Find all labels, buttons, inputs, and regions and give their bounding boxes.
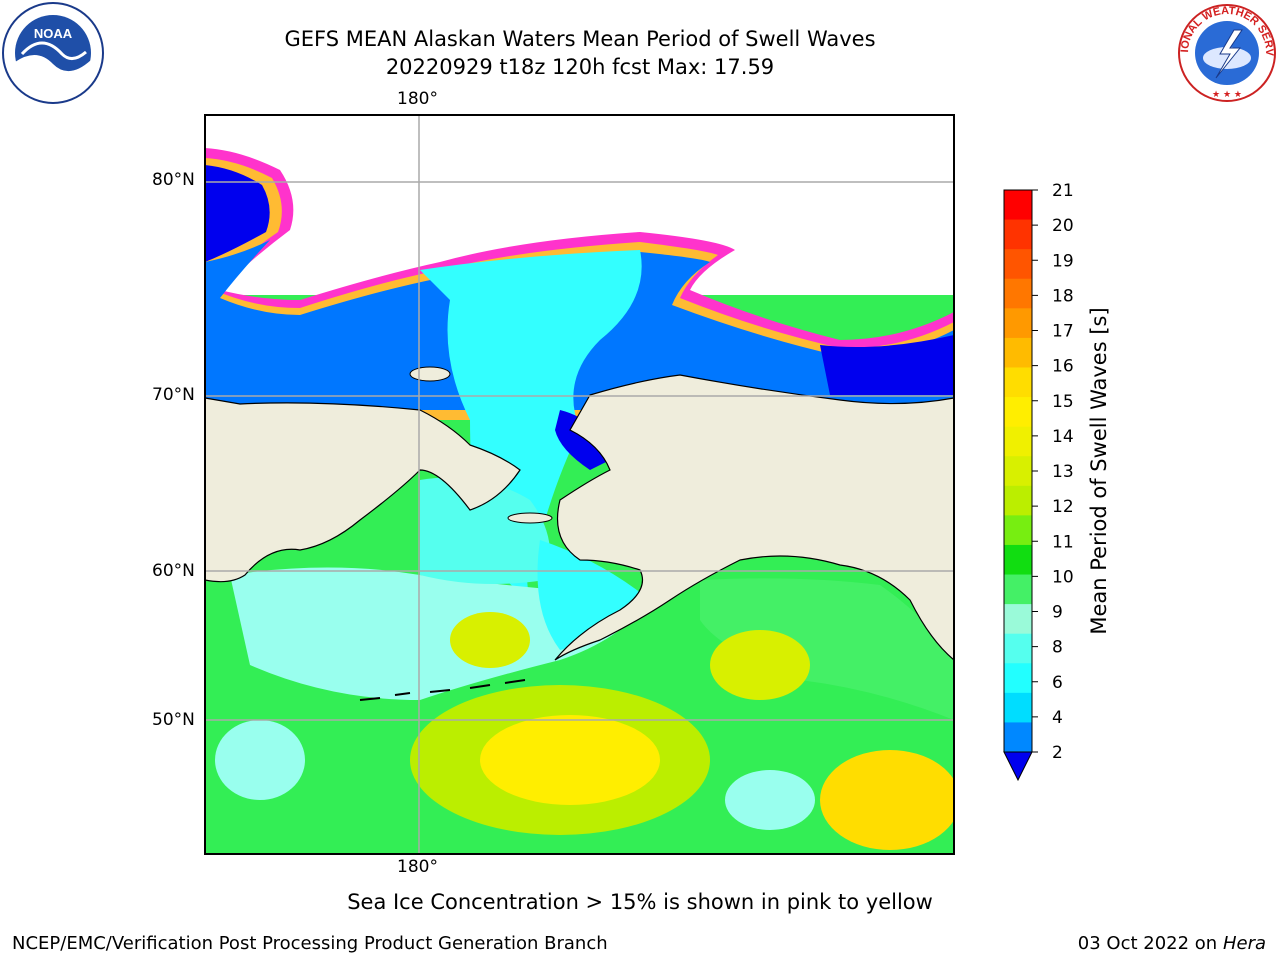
colorbar-segment [1004,367,1032,398]
noaa-logo-icon: NOAA [2,2,104,104]
colorbar-segment [1004,663,1032,694]
lat-label-50: 50°N [152,710,195,730]
graticule [205,115,954,854]
colorbar-tick-label: 2 [1052,743,1063,763]
nws-logo-icon: NATIONAL WEATHER SERVICE ★ ★ ★ [1176,2,1276,102]
chart-title: GEFS MEAN Alaskan Waters Mean Period of … [284,27,876,51]
sea-ice-note: Sea Ice Concentration > 15% is shown in … [347,890,933,914]
lat-label-70: 70°N [152,385,195,405]
colorbar-tick-label: 17 [1052,322,1074,342]
colorbar-tick-label: 19 [1052,251,1074,271]
chart-subtitle: 20220929 t18z 120h fcst Max: 17.59 [385,55,775,79]
colorbar-segment [1004,574,1032,605]
colorbar-tick-label: 20 [1052,216,1074,236]
lat-label-80: 80°N [152,170,195,190]
map-frame [204,114,955,855]
colorbar-tick-label: 10 [1052,567,1074,587]
colorbar-tick-label: 14 [1052,427,1074,447]
svg-text:★ ★ ★: ★ ★ ★ [1212,90,1242,100]
lon-label-bottom: 180° [397,857,438,877]
colorbar-tick-label: 15 [1052,392,1074,412]
colorbar-segment [1004,633,1032,664]
colorbar-tick-label: 4 [1052,708,1063,728]
colorbar-tick-label: 11 [1052,532,1074,552]
colorbar-tick-label: 21 [1052,181,1074,201]
credit-date: 03 Oct 2022 on Hera [1078,933,1266,954]
colorbar-label: Mean Period of Swell Waves [s] [1087,307,1111,634]
colorbar-segment [1004,278,1032,309]
colorbar-segment [1004,337,1032,368]
lat-label-60: 60°N [152,561,195,581]
colorbar-segment [1004,190,1032,221]
colorbar-segment [1004,426,1032,457]
colorbar-segment [1004,692,1032,723]
lon-label-top: 180° [397,89,438,109]
wrangel-island [409,366,451,382]
credit-host: Hera [1222,933,1266,954]
colorbar-segment [1004,604,1032,635]
colorbar-segment [1004,219,1032,250]
north-pacific-high [480,715,660,805]
colorbar-tick-label: 13 [1052,462,1074,482]
colorbar-segment [1004,515,1032,546]
aleutian-islands [359,679,526,701]
colorbar-segment [1004,308,1032,339]
colorbar-tick-label: 8 [1052,638,1063,658]
colorbar-tick-label: 16 [1052,357,1074,377]
alaska-land [554,374,954,661]
colorbar-extend-arrow [1003,751,1033,782]
colorbar-segment [1004,397,1032,428]
noaa-logo-text: NOAA [34,26,73,41]
colorbar-segment [1004,722,1032,753]
credit-date-text: 03 Oct 2022 on [1077,933,1218,954]
colorbar-tick-label: 18 [1052,286,1074,306]
credit-branch: NCEP/EMC/Verification Post Processing Pr… [12,933,608,954]
gulf-alaska-high [710,630,810,700]
colorbar-segment [1004,485,1032,516]
colorbar-segment [1004,456,1032,487]
colorbar: 21 20 19 18 17 16 15 14 13 12 11 10 9 8 6 4 2 Mean Period… [1003,181,1111,782]
colorbar-tick-label: 9 [1052,603,1063,623]
colorbar-segment [1004,249,1032,280]
colorbar-tick-label: 6 [1052,673,1063,693]
map-plot-area [205,115,954,854]
siberia-land [205,397,521,583]
colorbar-segment [1004,544,1032,576]
colorbar-tick-label: 12 [1052,497,1074,517]
